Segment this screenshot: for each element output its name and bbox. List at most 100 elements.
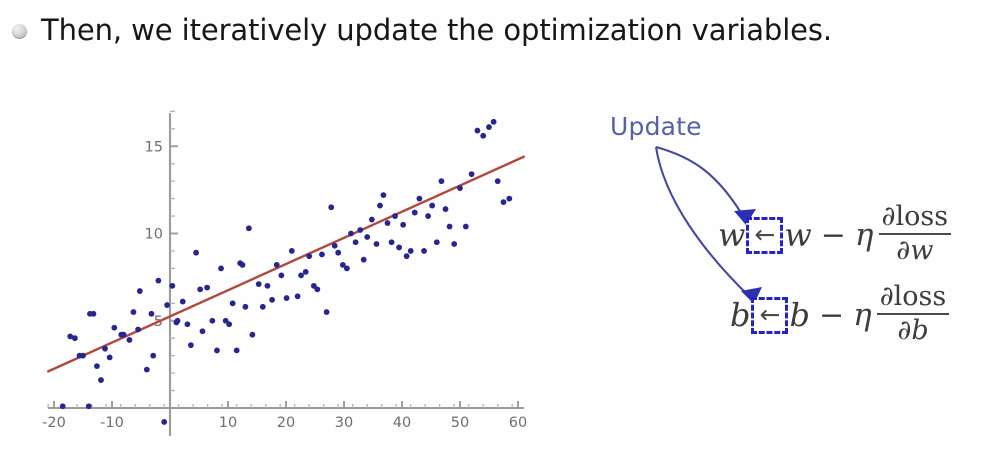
- data-point: [255, 281, 262, 288]
- data-point: [233, 347, 240, 354]
- data-point: [360, 256, 367, 263]
- data-point: [438, 178, 445, 185]
- data-point: [411, 209, 418, 216]
- data-point: [314, 286, 321, 293]
- update-rule-diagram: Update w ← w − η ∂loss ∂w b ← b − η ∂los…: [600, 95, 1002, 395]
- data-point: [135, 326, 142, 333]
- scatter-plot-figure: -20-1010203040506051015: [0, 90, 580, 440]
- x-axis-tick-label: 60: [509, 415, 527, 431]
- data-point: [278, 272, 285, 279]
- data-point: [193, 249, 200, 256]
- fraction-bar: [878, 233, 952, 236]
- x-axis-tick-label: -20: [42, 415, 66, 431]
- data-point: [494, 178, 501, 185]
- equation-b-partial-fraction: ∂loss ∂b: [876, 281, 950, 346]
- data-point: [204, 284, 211, 291]
- data-point: [239, 262, 246, 268]
- regression-line: [47, 155, 525, 373]
- data-point: [462, 223, 469, 230]
- curved-arrow-to-w-icon: [655, 145, 747, 222]
- data-point: [407, 248, 414, 254]
- page-title: Then, we iteratively update the optimiza…: [41, 13, 833, 48]
- data-point: [169, 282, 176, 289]
- equation-w-denominator: ∂w: [893, 236, 936, 266]
- partial-symbol-icon: ∂: [897, 315, 912, 347]
- data-point: [80, 352, 86, 359]
- data-point: [120, 331, 127, 338]
- x-axis-tick-label: -10: [100, 415, 124, 431]
- data-point: [486, 124, 492, 130]
- data-point: [102, 345, 108, 352]
- data-point: [384, 220, 391, 226]
- data-point: [442, 206, 449, 212]
- data-point: [259, 303, 266, 310]
- data-point: [184, 321, 191, 328]
- data-point: [214, 347, 220, 354]
- data-point: [245, 225, 252, 232]
- equation-w-denominator-term: w: [910, 235, 934, 267]
- data-point: [331, 242, 338, 249]
- data-point: [269, 296, 275, 303]
- data-point: [388, 239, 395, 246]
- equation-b-denominator-term: b: [911, 315, 929, 347]
- data-point: [344, 265, 350, 272]
- data-point: [98, 377, 104, 383]
- data-point: [380, 192, 387, 199]
- data-point: [106, 354, 113, 361]
- data-point: [288, 248, 295, 254]
- data-point: [474, 127, 481, 134]
- partial-symbol-icon: ∂: [881, 201, 896, 232]
- equation-b-rhs-var: b: [789, 296, 810, 335]
- x-axis-tick-label: 50: [451, 415, 469, 431]
- equation-w-numerator: ∂loss: [879, 201, 952, 232]
- data-point: [143, 366, 150, 373]
- data-point: [357, 227, 364, 233]
- data-point: [94, 363, 100, 370]
- data-point: [242, 303, 249, 310]
- data-point: [59, 403, 66, 410]
- equation-b-numerator: ∂loss: [877, 281, 950, 312]
- data-point: [148, 310, 155, 317]
- data-point: [71, 335, 78, 342]
- data-point: [174, 317, 181, 324]
- equation-w-lhs: w: [718, 216, 746, 255]
- left-arrow-icon: ←: [759, 299, 781, 329]
- arrow-head-w-icon: [734, 209, 756, 225]
- data-point: [377, 202, 383, 209]
- data-point: [283, 295, 290, 301]
- data-point: [400, 221, 407, 228]
- data-point: [199, 328, 206, 335]
- data-point: [429, 202, 436, 209]
- data-point: [209, 317, 216, 324]
- curved-arrow-to-b-icon: [654, 146, 753, 300]
- equation-row-w: w ← w − η ∂loss ∂w: [718, 201, 952, 267]
- data-point: [480, 132, 487, 139]
- data-point: [150, 352, 157, 359]
- data-point: [302, 268, 309, 275]
- data-point: [425, 213, 431, 219]
- plot-canvas: -20-1010203040506051015: [42, 110, 527, 436]
- equation-w-numerator-term: loss: [895, 201, 949, 232]
- data-point: [323, 309, 330, 315]
- data-point: [294, 293, 301, 300]
- data-point: [130, 309, 137, 315]
- equation-b-denominator: ∂b: [894, 316, 931, 346]
- equation-w-operator: −: [820, 217, 846, 253]
- data-point: [339, 262, 346, 268]
- data-point: [226, 321, 233, 328]
- equation-b-numerator-term: loss: [893, 281, 947, 312]
- data-point: [446, 223, 453, 230]
- arrow-head-b-icon: [741, 287, 762, 304]
- data-point: [416, 195, 423, 202]
- data-point: [218, 265, 224, 272]
- y-axis-tick-label: 10: [145, 227, 163, 243]
- data-point: [335, 249, 342, 256]
- data-point: [500, 199, 507, 205]
- data-point: [490, 118, 497, 125]
- x-axis-tick-label: 30: [335, 415, 353, 431]
- data-point: [468, 171, 475, 178]
- data-point: [364, 234, 371, 240]
- y-axis-tick-label: 15: [145, 139, 163, 155]
- data-point: [136, 288, 143, 294]
- data-point: [457, 185, 463, 192]
